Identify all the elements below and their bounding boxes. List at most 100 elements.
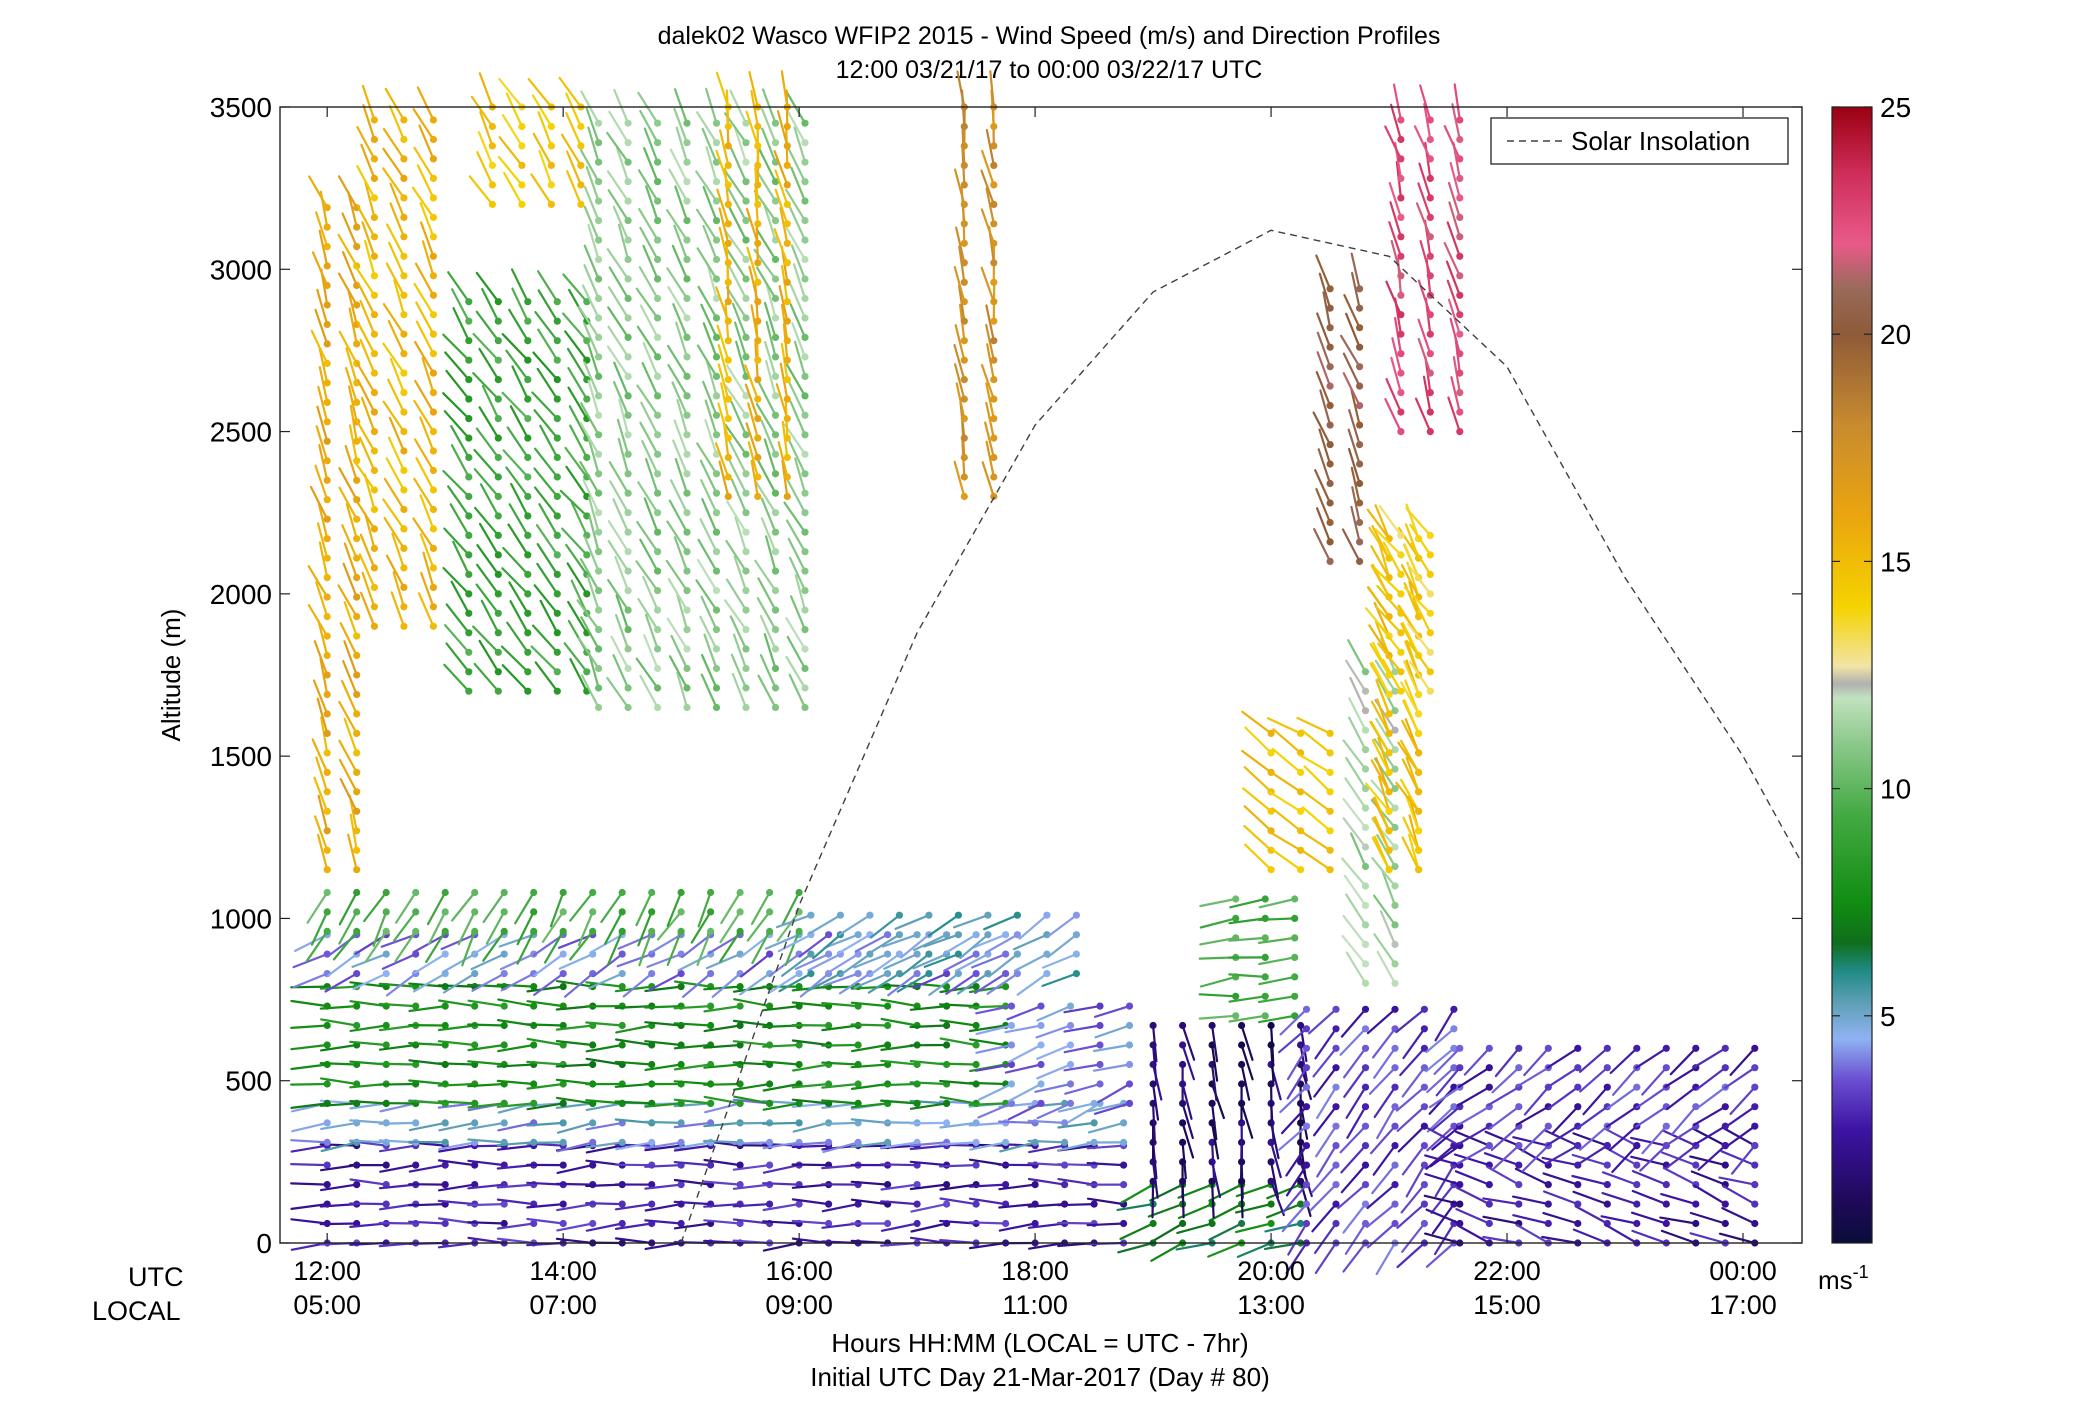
wind-barb-dot — [412, 927, 420, 936]
wind-barb — [421, 240, 435, 277]
wind-barb — [565, 111, 583, 147]
wind-barb — [666, 617, 689, 651]
wind-barb — [496, 1198, 535, 1206]
wind-barb-dot — [323, 651, 331, 660]
wind-barb — [1007, 1102, 1043, 1121]
wind-barb-dot — [712, 528, 721, 536]
wind-barb — [1395, 781, 1420, 813]
wind-barb — [1046, 914, 1078, 938]
wind-barb-dot — [589, 1219, 597, 1228]
wind-barb-dot — [1391, 804, 1399, 812]
wind-barb-dot — [1515, 1181, 1523, 1189]
wind-barb — [762, 1004, 801, 1012]
wind-barb-dot — [925, 950, 933, 958]
legend-box — [1490, 117, 1789, 165]
wind-barb-dot — [530, 908, 538, 916]
wind-barb — [1342, 1202, 1367, 1234]
wind-barb-dot — [654, 489, 662, 497]
wind-barb-dot — [801, 119, 809, 127]
wind-barb — [467, 1202, 506, 1207]
wind-barb-dot — [530, 927, 538, 936]
wind-barb-dot — [595, 255, 603, 264]
wind-barb-dot — [1326, 538, 1334, 546]
wind-barb — [1396, 1105, 1426, 1132]
wind-barb-dot — [648, 1181, 656, 1189]
wind-barb — [760, 497, 777, 534]
wind-barb-dot — [754, 376, 762, 384]
wind-barb-dot — [530, 983, 538, 991]
wind-barb — [1541, 1156, 1579, 1167]
wind-barb-dot — [754, 317, 762, 325]
wind-barb — [701, 498, 718, 534]
wind-barb-dot — [559, 1099, 567, 1107]
wind-barb — [511, 365, 529, 401]
wind-barb — [312, 679, 329, 716]
wind-barb — [471, 972, 506, 992]
wind-barb — [703, 1043, 742, 1049]
wind-barb — [1056, 1202, 1096, 1207]
wind-barb — [764, 933, 801, 950]
wind-barb-dot — [370, 389, 378, 397]
wind-barb-dot — [595, 645, 603, 653]
wind-barb-dot — [624, 392, 632, 400]
wind-barb-dot — [1450, 1044, 1458, 1052]
wind-barb — [1373, 738, 1397, 771]
wind-barb — [1373, 796, 1391, 832]
wind-barb — [997, 1120, 1037, 1125]
wind-barb-dot — [1415, 729, 1423, 738]
wind-barb — [1376, 698, 1391, 735]
wind-barb — [378, 1121, 417, 1125]
wind-barb-dot — [465, 492, 473, 501]
wind-barb — [717, 363, 730, 401]
wind-barb-dot — [429, 389, 437, 397]
wind-barb — [673, 1160, 712, 1167]
wind-barb-dot — [494, 551, 502, 559]
wind-barb — [1208, 1183, 1243, 1202]
wind-barb — [696, 558, 718, 592]
wind-barb-dot — [654, 626, 662, 634]
wind-barb-dot — [1297, 1021, 1305, 1030]
wind-barb-dot — [1326, 460, 1334, 468]
wind-barb — [791, 1039, 830, 1047]
wind-barb — [793, 340, 807, 378]
wind-barb — [449, 503, 470, 537]
wind-barb-dot — [654, 587, 662, 595]
wind-barb-dot — [801, 548, 809, 556]
wind-barb — [472, 625, 500, 654]
wind-barb-dot — [742, 314, 750, 322]
wind-barb — [566, 562, 588, 596]
wind-barb — [1724, 1105, 1756, 1129]
wind-barb — [349, 981, 388, 988]
wind-barb-dot — [1633, 1083, 1641, 1091]
wind-barb — [389, 202, 405, 238]
wind-barb — [953, 343, 966, 381]
wind-barb-dot — [1456, 1044, 1464, 1052]
wind-barb-dot — [1574, 1083, 1582, 1091]
wind-barb — [732, 1082, 771, 1091]
wind-barb-dot — [323, 320, 331, 329]
wind-barb — [1341, 934, 1367, 966]
wind-barb — [909, 1144, 948, 1151]
wind-barb — [759, 614, 777, 651]
wind-barb — [1449, 317, 1461, 355]
wind-barb — [786, 109, 807, 144]
wind-barb-dot — [795, 927, 803, 936]
wind-barb — [290, 1144, 329, 1153]
wind-barb — [869, 914, 901, 939]
x-tick-label-local: 05:00 — [293, 1290, 361, 1320]
wind-barb — [1666, 1144, 1697, 1169]
wind-barb-dot — [1385, 710, 1393, 718]
wind-barb — [1373, 1047, 1397, 1079]
wind-barb — [1342, 1241, 1367, 1273]
wind-barb-dot — [972, 1200, 980, 1208]
wind-barb-dot — [1332, 1064, 1340, 1072]
wind-barb — [414, 341, 435, 375]
wind-barb — [417, 592, 435, 628]
wind-barb-dot — [801, 606, 809, 614]
wind-barb — [745, 207, 759, 245]
wind-barb-dot — [583, 395, 591, 403]
wind-barb — [747, 402, 759, 440]
wind-barb — [644, 1163, 683, 1168]
wind-barb — [437, 984, 476, 988]
wind-barb — [450, 444, 470, 479]
